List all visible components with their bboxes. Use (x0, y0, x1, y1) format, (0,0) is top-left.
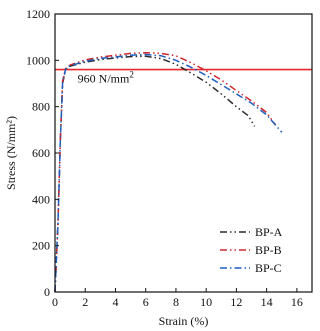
x-axis-title: Strain (%) (159, 314, 209, 328)
x-tick-label: 2 (82, 295, 88, 309)
y-tick-label: 1200 (26, 7, 50, 21)
x-tick-label: 0 (52, 295, 58, 309)
y-axis-title: Stress (N/mm²) (4, 116, 18, 190)
series-layer (54, 51, 283, 293)
ticks-layer: 0 2 4 6 8 10 12 14 16 0 200 400 600 800 1000 1200 (26, 7, 303, 309)
y-tick-label: 1000 (26, 53, 50, 67)
x-tick-label: 12 (230, 295, 242, 309)
legend: BP-A BP-B BP-C (220, 225, 283, 275)
y-tick-label: 800 (32, 100, 50, 114)
x-tick-label: 4 (112, 295, 118, 309)
series-line-bp-a (54, 55, 256, 293)
annotation-superscript: 2 (129, 69, 134, 79)
legend-label-bp-b: BP-B (255, 243, 282, 257)
y-tick-label: 0 (44, 285, 50, 299)
annotation-text: 960 N/mm (78, 71, 130, 85)
y-tick-label: 400 (32, 192, 50, 206)
y-tick-label: 200 (32, 239, 50, 253)
legend-label-bp-c: BP-C (255, 261, 282, 275)
series-line-bp-b (54, 51, 277, 293)
x-tick-label: 16 (291, 295, 303, 309)
legend-label-bp-a: BP-A (255, 225, 283, 239)
reference-annotation: 960 N/mm2 (78, 69, 134, 85)
x-tick-label: 6 (143, 295, 149, 309)
series-line-bp-c (54, 53, 283, 293)
x-tick-label: 10 (200, 295, 212, 309)
x-tick-label: 14 (261, 295, 273, 309)
x-tick-label: 8 (173, 295, 179, 309)
y-tick-label: 600 (32, 146, 50, 160)
